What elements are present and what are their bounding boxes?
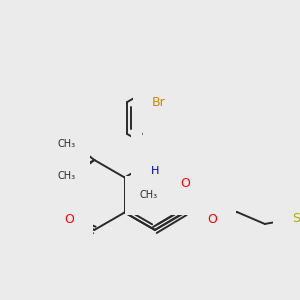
Text: Br: Br [152,95,166,109]
Text: N: N [150,154,160,166]
Text: O: O [180,178,190,190]
Text: CH₃: CH₃ [57,139,75,149]
Text: O: O [64,214,74,226]
Text: CH₃: CH₃ [57,171,75,181]
Text: O: O [166,100,176,112]
Text: CH₃: CH₃ [140,190,158,200]
Text: S: S [292,212,300,226]
Text: O: O [162,116,172,128]
Text: O: O [185,184,195,196]
Text: H: H [151,166,159,176]
Text: O: O [207,214,217,226]
